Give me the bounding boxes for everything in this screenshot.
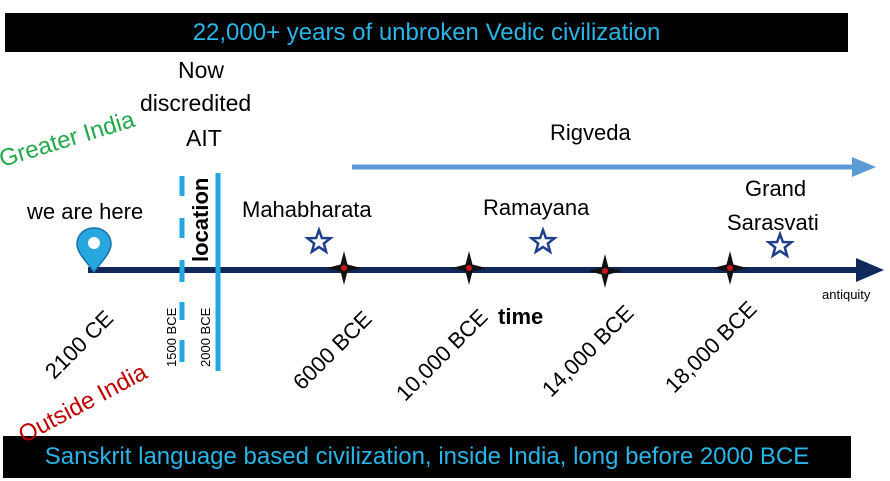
we-are-here-label: we are here — [27, 199, 144, 224]
star-outline-icon — [304, 226, 334, 255]
rigveda-arrow — [352, 157, 876, 177]
mahabharata-label: Mahabharata — [242, 197, 372, 222]
ait-line-ait: AIT — [186, 125, 222, 151]
header-banner-text: 22,000+ years of unbroken Vedic civiliza… — [192, 18, 661, 46]
time-label: time — [498, 304, 544, 329]
star-outline-icon — [528, 226, 558, 255]
location-label: location — [188, 177, 213, 262]
four-point-star-icon — [713, 251, 747, 285]
ait-line-discredited: discredited — [140, 90, 252, 116]
four-point-star-icon — [327, 251, 361, 285]
rigveda-label: Rigveda — [550, 120, 631, 145]
location-bars — [179, 173, 221, 371]
four-point-star-icon — [588, 254, 622, 288]
ramayana-label: Ramayana — [483, 195, 590, 220]
sarasvati-label: Sarasvati — [727, 210, 819, 235]
four-point-star-icon — [452, 251, 486, 285]
date-1500-bce: 1500 BCE — [164, 307, 179, 367]
map-pin-icon — [76, 227, 112, 274]
grand-label: Grand — [745, 176, 807, 201]
header-banner: 22,000+ years of unbroken Vedic civiliza… — [5, 13, 848, 52]
footer-banner-text: Sanskrit language based civilization, in… — [44, 443, 810, 470]
star-outline-icon — [765, 230, 795, 259]
ait-line-now: Now — [178, 57, 225, 83]
date-2000-bce: 2000 BCE — [198, 307, 213, 367]
antiquity-label: antiquity — [822, 287, 871, 302]
footer-banner: Sanskrit language based civilization, in… — [3, 436, 851, 478]
